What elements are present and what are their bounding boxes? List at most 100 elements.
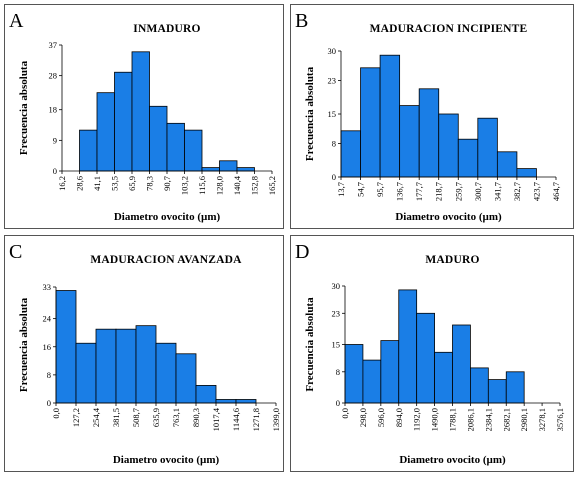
x-tick-label: 464,7: [551, 182, 561, 201]
x-tick-label: 90,7: [162, 176, 172, 191]
x-tick-label: 423,7: [531, 182, 541, 201]
histogram-bar: [55, 290, 77, 404]
x-axis-label: Diametro ovocito (µm): [114, 211, 221, 223]
y-tick-label: 30: [328, 46, 337, 56]
histogram-a: A INMADURO 0 9 18 28 37 16,2 28,6 41,1 53,5 65,9 78,…: [9, 10, 277, 223]
histogram-bar: [470, 367, 489, 404]
histogram-bar: [360, 67, 381, 178]
y-tick-label: 23: [328, 75, 337, 85]
x-tick-label: 1192,0: [412, 408, 422, 431]
y-axis-label: Frecuencia absoluta: [304, 66, 316, 161]
histogram-c: C MADURACION AVANZADA 0 8 16 24 33 0,0 127,2 254,…: [9, 241, 281, 466]
x-tick-label: 53,5: [110, 176, 120, 191]
panel-a: A INMADURO 0 9 18 28 37 16,2 28,6 41,1 53,5 65,9 78,…: [4, 4, 284, 229]
x-tick-label: 3576,1: [555, 408, 565, 431]
histogram-bar: [236, 167, 255, 172]
histogram-d: D MADURO 0 8 15 23 30 0,0 298,0 596,0 894,0 1192,0 1…: [295, 241, 565, 466]
y-tick-label: 16: [43, 342, 52, 352]
y-tick-label: 8: [336, 367, 340, 377]
histogram-bar: [95, 328, 117, 404]
histogram-bar: [184, 129, 203, 172]
x-tick-label: 2682,1: [501, 408, 511, 431]
x-tick-label: 127,2: [71, 408, 81, 427]
histogram-bar: [79, 129, 98, 172]
y-tick-label: 9: [53, 135, 57, 145]
y-tick-label: 8: [332, 138, 336, 148]
histogram-bar: [418, 88, 440, 178]
histogram-bar: [195, 385, 217, 404]
chart-title: MADURACION INCIPIENTE: [370, 23, 528, 35]
histogram-bar: [215, 399, 237, 404]
histogram-bar: [155, 342, 177, 404]
y-tick-label: 28: [49, 71, 58, 81]
x-tick-label: 1017,4: [211, 407, 221, 431]
y-tick-label: 8: [47, 370, 51, 380]
histogram-bar: [379, 54, 401, 178]
histogram-bar: [362, 359, 382, 404]
y-tick-label: 18: [49, 105, 58, 115]
x-tick-label: 382,7: [512, 182, 522, 201]
histogram-bar: [416, 312, 435, 404]
y-tick-label: 23: [332, 308, 341, 318]
panel-c: C MADURACION AVANZADA 0 8 16 24 33 0,0 127,2 254,…: [4, 235, 284, 472]
x-tick-label: 596,0: [376, 408, 386, 427]
histogram-bar: [340, 130, 361, 178]
x-axis-label: Diametro ovocito (µm): [113, 454, 220, 466]
x-tick-label: 54,7: [356, 182, 366, 197]
histogram-bar: [398, 289, 418, 404]
panel-letter: C: [9, 241, 22, 263]
x-tick-label: 115,6: [197, 176, 207, 195]
chart-title: MADURO: [425, 254, 479, 266]
histogram-bar: [505, 371, 525, 404]
histogram-bar: [135, 325, 157, 404]
x-tick-label: 894,0: [394, 408, 404, 427]
y-tick-label: 15: [332, 340, 341, 350]
x-tick-label: 341,7: [492, 182, 502, 201]
histogram-bar: [380, 340, 400, 404]
x-tick-label: 78,3: [145, 176, 155, 191]
panel-letter: B: [295, 10, 308, 32]
panel-b: B MADURACION INCIPIENTE 0 8 15 23 30 13,7 54,7 95…: [290, 4, 574, 229]
x-tick-label: 103,2: [180, 176, 190, 195]
x-tick-label: 152,8: [250, 176, 260, 195]
x-tick-label: 28,6: [75, 176, 85, 191]
histogram-bar: [75, 342, 97, 404]
x-tick-label: 218,7: [434, 182, 444, 201]
histogram-bar: [399, 105, 420, 178]
x-tick-label: 2384,1: [483, 408, 493, 431]
y-axis-label: Frecuencia absoluta: [18, 60, 30, 155]
y-tick-label: 37: [49, 40, 58, 50]
x-tick-label: 177,7: [414, 182, 424, 201]
y-tick-label: 30: [332, 281, 341, 291]
histogram-bar: [114, 71, 133, 172]
x-tick-label: 136,7: [395, 182, 405, 201]
y-tick-label: 33: [43, 282, 52, 292]
x-tick-label: 298,0: [358, 408, 368, 427]
x-tick-label: 890,3: [191, 408, 201, 427]
x-tick-label: 65,9: [127, 176, 137, 191]
y-axis-label: Frecuencia absoluta: [304, 297, 316, 392]
x-tick-label: 259,7: [453, 182, 463, 201]
chart-title: MADURACION AVANZADA: [90, 254, 242, 266]
x-axis-label: Diametro ovocito (µm): [395, 211, 502, 223]
panel-letter: D: [295, 241, 309, 263]
x-tick-label: 165,2: [267, 176, 277, 195]
histogram-bar: [452, 324, 471, 404]
panel-letter: A: [9, 10, 24, 32]
x-tick-label: 2086,1: [465, 408, 475, 431]
x-tick-label: 1399,0: [271, 408, 281, 431]
histogram-bar: [149, 105, 168, 172]
histogram-bar: [115, 328, 137, 404]
x-tick-label: 0,0: [51, 408, 61, 419]
chart-title: INMADURO: [133, 23, 200, 35]
histogram-bar: [487, 379, 507, 404]
y-tick-label: 0: [47, 398, 51, 408]
histogram-bar: [166, 122, 185, 172]
histogram-bar: [496, 151, 518, 178]
x-tick-label: 508,7: [131, 408, 141, 427]
y-axis-label: Frecuencia absoluta: [18, 297, 30, 392]
histogram-bar: [344, 344, 364, 404]
histogram-b: B MADURACION INCIPIENTE 0 8 15 23 30 13,7 54,7 95…: [295, 10, 561, 223]
x-tick-label: 140,4: [232, 175, 242, 195]
x-tick-label: 2980,1: [519, 408, 529, 431]
